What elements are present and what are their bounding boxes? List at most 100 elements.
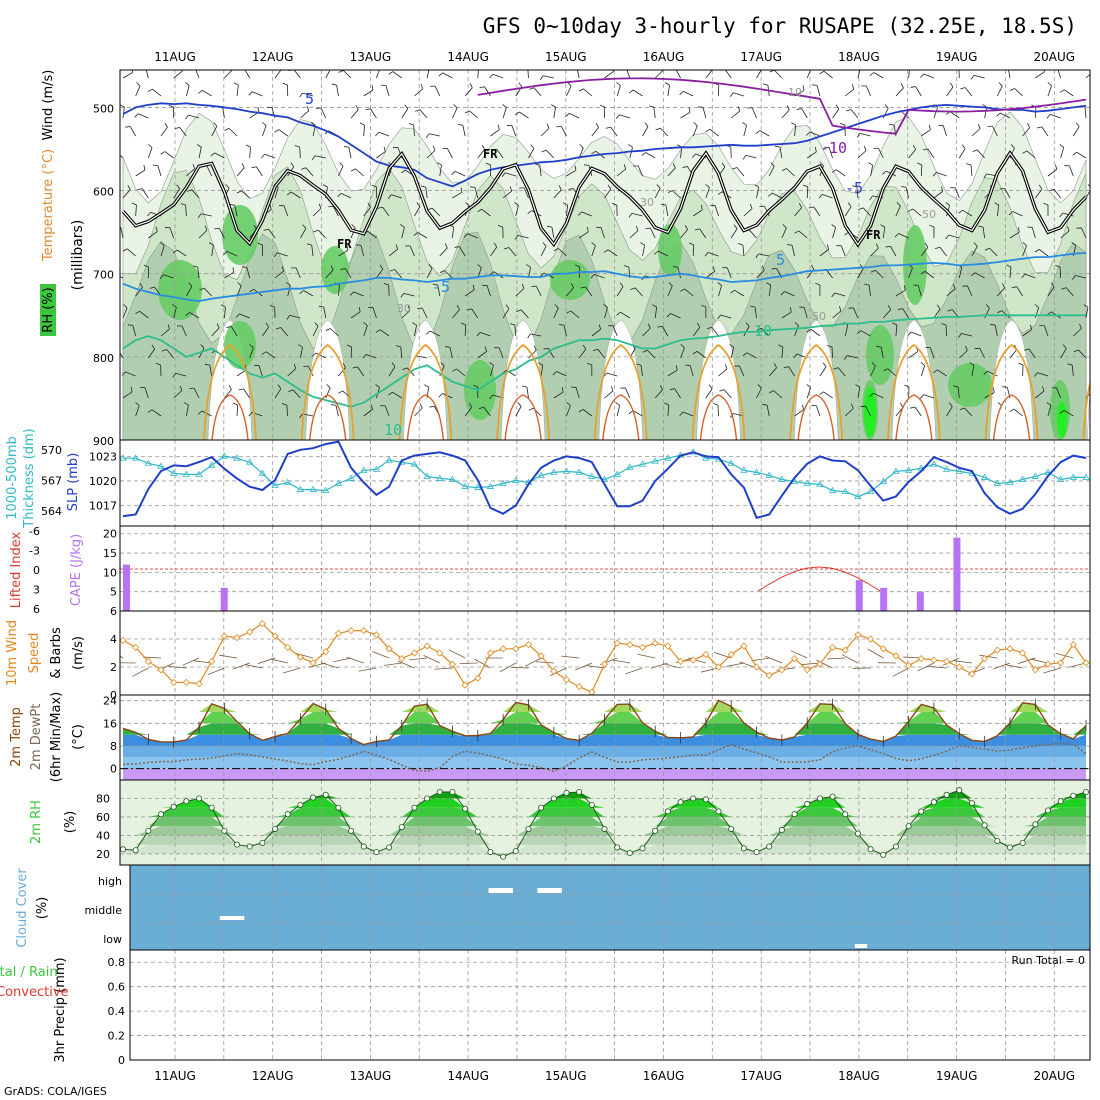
wind-barb (464, 289, 475, 297)
wind-barb (915, 86, 922, 97)
wind-barb-flag (391, 362, 396, 367)
wind-speed-marker (664, 642, 672, 650)
wind-barb-flag (819, 162, 824, 166)
rh-marker (715, 808, 722, 815)
surface-wind-barb (257, 657, 276, 664)
wind-barb (696, 351, 707, 359)
li-tick: -6 (29, 525, 40, 538)
wind-barb-flag (680, 344, 685, 349)
wind-barb-flag (903, 285, 906, 291)
date-label-bottom: 11AUG (154, 1069, 196, 1083)
wind-barb-flag (538, 362, 543, 366)
wind-barb-flag (806, 329, 812, 333)
wind-barb-flag (474, 65, 479, 67)
wind-barb (677, 267, 681, 279)
wind-barb (865, 406, 871, 417)
wind-barb (786, 168, 795, 177)
wind-barb-flag (717, 191, 723, 195)
surface-wind-barb (434, 667, 453, 670)
wind-barb-flag (359, 122, 365, 126)
wind-barb-flag (546, 123, 550, 129)
wind-barb (967, 285, 973, 297)
wind-barb (1059, 266, 1062, 279)
rh-marker (854, 830, 861, 837)
rh-moist-patch (464, 360, 496, 420)
wind-barb (819, 249, 829, 257)
wind-barb-flag (612, 70, 614, 72)
wind-barb (873, 72, 884, 79)
wind-barb-flag (231, 70, 233, 71)
surface-wind-barb (372, 651, 390, 659)
wind-barb (300, 347, 303, 359)
wind-barb (332, 206, 339, 217)
slp-line (122, 440, 1087, 519)
wind-barb-flag (844, 355, 848, 360)
slp-tick: 1023 (89, 450, 117, 463)
wind-barb (1037, 372, 1049, 377)
wind-barb (632, 410, 643, 417)
warm-isotherm (593, 343, 648, 440)
wind-speed-marker (714, 663, 723, 671)
wind-barb-flag (675, 365, 678, 371)
wind-barb-flag (750, 305, 756, 308)
wind-barb-flag (379, 264, 384, 270)
wind-barb-flag (1079, 323, 1082, 329)
wind-barb (908, 267, 913, 279)
wind-barb-flag (1061, 287, 1067, 290)
wind-barb (705, 187, 710, 199)
wind-barb (553, 391, 564, 399)
surface-wind-barb (282, 667, 301, 674)
wind-barb-flag (460, 322, 466, 326)
wind-barb (376, 151, 386, 159)
wind-barb (801, 108, 808, 119)
wind-barb-flag (920, 362, 925, 366)
wind-barb-flag (815, 282, 821, 286)
wind-barb (1013, 408, 1023, 417)
wind-barb (895, 289, 906, 297)
wind-barb-flag (1055, 164, 1058, 170)
wind-barb-flag (325, 328, 331, 332)
temp-lines (122, 698, 1087, 773)
thickness-marker (1031, 472, 1040, 479)
wind-barb-flag (706, 326, 713, 329)
rh-moist-patch (321, 246, 349, 294)
wind-barb (634, 287, 643, 297)
rh-marker (221, 827, 228, 834)
wind-barb (125, 371, 136, 377)
wind-barb-flag (131, 202, 137, 206)
wind-barb (625, 387, 631, 399)
wind-barb-flag (953, 385, 959, 388)
wind-barb-flag (241, 266, 247, 268)
wind-barb-flag (1050, 282, 1055, 288)
rh-marker (702, 796, 709, 803)
wind-barb-flag (375, 329, 381, 333)
warm-isotherm (496, 343, 550, 440)
thickness-marker (322, 486, 330, 493)
precip-legend-convective: Convective (0, 985, 69, 1000)
wind-barb (211, 126, 218, 137)
wind-barb (454, 170, 466, 177)
wind-barb-flag (932, 172, 937, 177)
wind-barb-flag (301, 167, 306, 170)
wind-barb (659, 127, 669, 137)
wind-barb (984, 107, 988, 119)
wind-barb (293, 70, 301, 79)
wind-barb (236, 167, 245, 177)
wind-barb (142, 188, 149, 199)
wind-barb (733, 92, 744, 97)
thickness-marker (182, 470, 191, 477)
wind-barb-flag (961, 144, 966, 149)
wind-barb-flag (559, 324, 565, 326)
wind-barb (672, 190, 681, 199)
wind-barb (831, 346, 833, 359)
wind-barb-flag (941, 323, 947, 326)
wind-barb-flag (1046, 402, 1052, 406)
wind-barb (370, 108, 377, 119)
wind-barb-flag (528, 407, 534, 411)
wind-speed-marker (588, 688, 596, 695)
cloud-segment (488, 888, 513, 893)
wind-barb-flag (619, 282, 624, 287)
wind-barb-flag (407, 305, 411, 311)
wind-barb (832, 108, 840, 119)
wind-barb (299, 146, 301, 159)
